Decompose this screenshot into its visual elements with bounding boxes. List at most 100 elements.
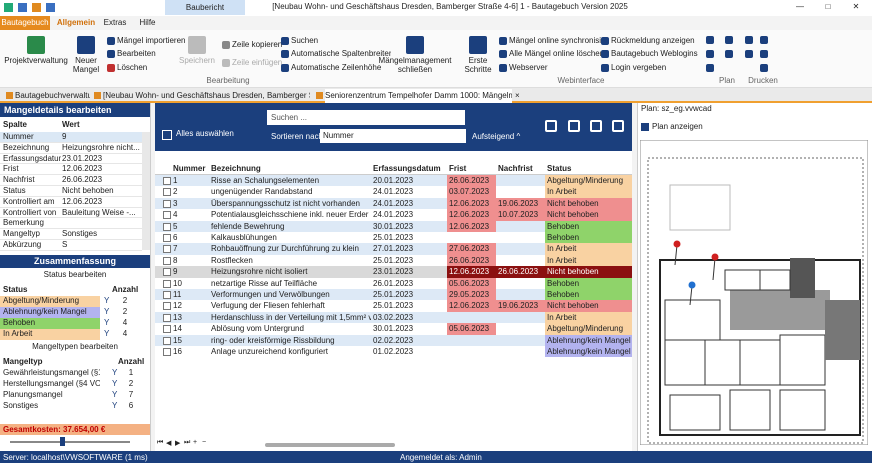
detail-label: Nummer — [3, 132, 61, 143]
toolbar-icon[interactable] — [568, 120, 580, 132]
window-control[interactable]: ✕ — [846, 2, 866, 14]
nav-button[interactable]: + — [193, 439, 202, 449]
table-cell: 19.06.2023 — [496, 300, 545, 311]
plan-pin[interactable] — [689, 282, 696, 289]
ribbon-button[interactable]: Webserver — [509, 63, 609, 74]
detail-label: Abkürzung — [3, 240, 61, 251]
nav-button[interactable]: ◀ — [166, 439, 175, 449]
plan-show[interactable]: Plan anzeigen — [652, 121, 752, 133]
table-cell: 8 — [171, 255, 209, 266]
ribbon-icon[interactable] — [706, 64, 714, 72]
column-header[interactable]: Bezeichnung — [211, 163, 371, 175]
ribbon-button[interactable]: Login vergeben — [611, 63, 711, 74]
window-control[interactable]: □ — [818, 2, 838, 14]
ribbon-button[interactable]: Alle Mängel online löschen — [509, 49, 609, 60]
column-header[interactable]: Nachfrist — [498, 163, 545, 175]
type-row[interactable]: Herstellungsmangel (§4 VOB) — [0, 379, 100, 390]
doc-tab[interactable]: Bautagebuchverwaltung — [15, 89, 90, 103]
checkbox[interactable] — [162, 130, 172, 140]
row-checkbox[interactable] — [163, 325, 171, 333]
ribbon-icon[interactable] — [760, 64, 768, 72]
row-checkbox[interactable] — [163, 223, 171, 231]
ribbon-icon[interactable] — [706, 50, 714, 58]
nav-button[interactable]: − — [202, 439, 211, 449]
status-row[interactable]: Behoben — [0, 318, 100, 329]
column-header[interactable]: Erfassungsdatum — [373, 163, 447, 175]
row-checkbox[interactable] — [163, 245, 171, 253]
doc-tab[interactable]: [Neubau Wohn- und Geschäftshaus Dresden,… — [103, 89, 310, 103]
edit-link[interactable]: Status bearbeiten — [0, 269, 150, 281]
row-checkbox[interactable] — [163, 302, 171, 310]
plan-pin[interactable] — [712, 254, 719, 261]
menu-tab[interactable]: Extras — [100, 16, 130, 30]
doc-tab[interactable]: Seniorenzentrum Tempelhofer Damm 1000: M… — [325, 89, 512, 103]
row-checkbox[interactable] — [163, 314, 171, 322]
type-row[interactable]: Gewährleistungsmangel (§13 ... — [0, 368, 100, 379]
row-checkbox[interactable] — [163, 211, 171, 219]
row-checkbox[interactable] — [163, 337, 171, 345]
status-row[interactable]: Abgeltung/Minderung — [0, 296, 100, 307]
h-scrollbar[interactable] — [265, 443, 395, 447]
ribbon-button[interactable]: Bautagebuch Weblogins — [611, 49, 711, 60]
zoom-slider[interactable] — [10, 441, 130, 443]
ribbon-button[interactable]: Suchen — [291, 36, 391, 47]
table-cell: 26.01.2023 — [371, 278, 447, 289]
ribbon-icon — [499, 64, 507, 72]
ribbon-button[interactable]: Rückmeldung anzeigen — [611, 36, 711, 47]
ribbon-button[interactable]: Mängel online synchronisieren — [509, 36, 609, 47]
ribbon-icon[interactable] — [745, 50, 753, 58]
menu-tab[interactable]: Hilfe — [135, 16, 160, 30]
nav-button[interactable]: ⏮ — [157, 439, 166, 449]
ribbon-icon[interactable] — [706, 36, 714, 44]
type-row[interactable]: Sonstiges — [0, 401, 100, 412]
doc-tab-close[interactable]: × — [515, 89, 525, 103]
detail-value: S — [62, 240, 142, 251]
nav-button[interactable]: ⏭ — [184, 439, 193, 449]
type-row[interactable]: Planungsmangel — [0, 390, 100, 401]
ribbon-icon[interactable] — [745, 36, 753, 44]
toolbar-icon[interactable] — [590, 120, 602, 132]
row-checkbox[interactable] — [163, 280, 171, 288]
toolbar-icon[interactable] — [545, 120, 557, 132]
table-cell: ungenügender Randabstand — [209, 186, 371, 197]
sort-dropdown[interactable]: Nummer — [320, 129, 466, 143]
column-header[interactable]: Status — [547, 163, 632, 175]
ribbon-icon[interactable] — [760, 50, 768, 58]
select-all[interactable]: Alles auswählen — [176, 128, 256, 140]
search-box[interactable]: Suchen ... — [267, 110, 465, 125]
table-cell: Verformungen und Verwölbungen — [209, 289, 371, 300]
menu-tab[interactable]: Allgemein — [55, 16, 97, 30]
edit-link[interactable]: Mangeltypen bearbeiten — [0, 341, 150, 353]
status-row[interactable]: In Arbeit — [0, 329, 100, 340]
row-checkbox[interactable] — [163, 257, 171, 265]
plan-pin[interactable] — [674, 241, 681, 248]
row-checkbox[interactable] — [163, 291, 171, 299]
window-control[interactable]: — — [790, 2, 810, 14]
ribbon-icon[interactable] — [760, 36, 768, 44]
menu-tab[interactable]: Bautagebuch — [0, 16, 50, 30]
table-cell: 30.01.2023 — [371, 221, 447, 232]
row-checkbox[interactable] — [163, 177, 171, 185]
nav-button[interactable]: ▶ — [175, 439, 184, 449]
column-header[interactable]: Nummer — [173, 163, 209, 175]
row-checkbox[interactable] — [163, 188, 171, 196]
zoom-thumb[interactable] — [60, 437, 65, 446]
ribbon-icon — [107, 50, 115, 58]
type-count: 6 — [124, 401, 138, 412]
row-checkbox[interactable] — [163, 348, 171, 356]
ribbon-icon[interactable] — [725, 50, 733, 58]
row-checkbox[interactable] — [163, 200, 171, 208]
context-tab[interactable]: Baubericht — [165, 0, 245, 15]
sort-order[interactable]: Aufsteigend ^ — [472, 131, 532, 143]
detail-label: Erfassungsdatum — [3, 154, 61, 165]
row-checkbox[interactable] — [163, 234, 171, 242]
checkbox[interactable] — [641, 123, 649, 131]
toolbar-icon[interactable] — [612, 120, 624, 132]
row-checkbox[interactable] — [163, 268, 171, 276]
ribbon-icon[interactable] — [725, 36, 733, 44]
scrollbar[interactable] — [142, 132, 150, 250]
column-header[interactable]: Frist — [449, 163, 496, 175]
status-row[interactable]: Ablehnung/kein Mangel — [0, 307, 100, 318]
table-cell: Behoben — [545, 289, 632, 300]
detail-value: Heizungsrohre nicht... — [62, 143, 142, 154]
